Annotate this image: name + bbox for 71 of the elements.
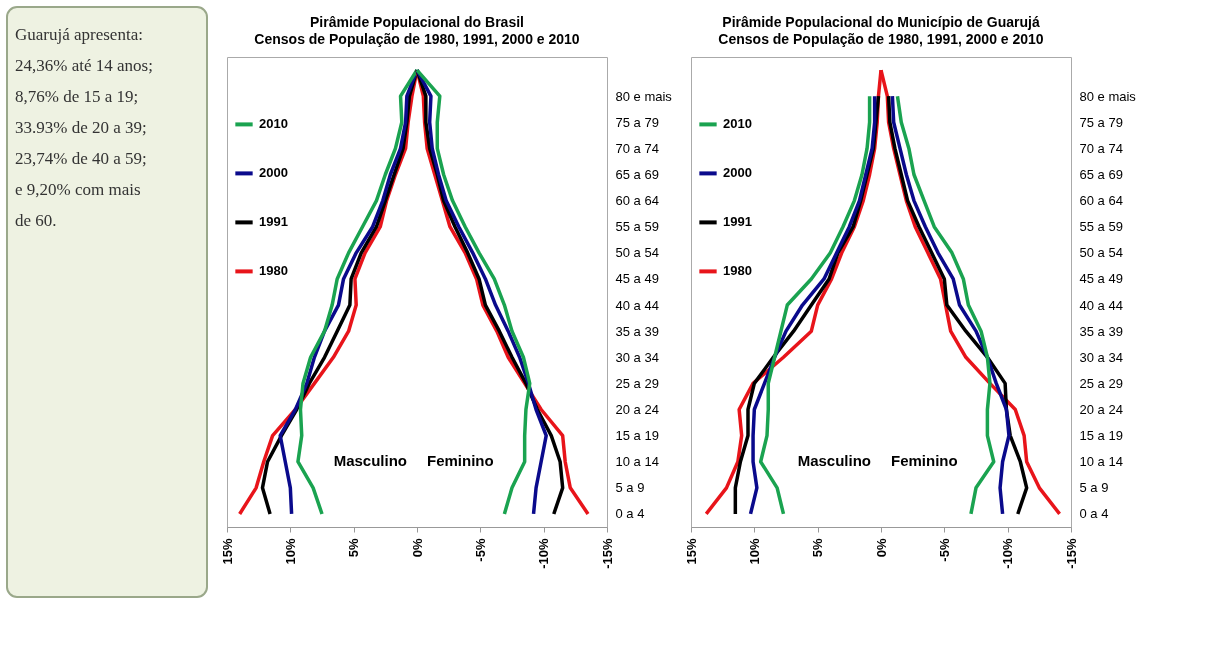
x-tick-label: 15%: [219, 538, 235, 565]
chart-title: Pirâmide Populacional do Brasil: [310, 14, 524, 30]
y-tick-label: 80 e mais: [1079, 88, 1137, 104]
x-tick-label: 5%: [346, 538, 362, 558]
y-tick-label: 10 a 14: [615, 454, 659, 470]
y-tick-label: 70 a 74: [615, 140, 659, 156]
y-tick-label: 75 a 79: [1079, 114, 1123, 130]
text: e 9,20% com mais: [15, 180, 141, 199]
chart-subtitle: Censos de População de 1980, 1991, 2000 e 2010: [254, 31, 580, 47]
text: 33.93% de 20 a 39;: [15, 118, 147, 137]
annotation: Masculino: [333, 452, 407, 470]
y-tick-label: 20 a 24: [1079, 402, 1123, 417]
y-tick-label: 0 a 4: [615, 506, 645, 522]
y-tick-label: 0 a 4: [1079, 506, 1109, 522]
legend-label: 1980: [723, 263, 752, 279]
chart-title: Pirâmide Populacional do Município de Guarujá: [722, 14, 1040, 30]
chart-subtitle: Censos de População de 1980, 1991, 2000 e 2010: [718, 31, 1044, 47]
y-tick-label: 5 a 9: [615, 480, 645, 496]
legend-label: 2010: [723, 116, 752, 132]
x-tick-label: -10%: [536, 538, 552, 569]
y-tick-label: 25 a 29: [615, 375, 659, 391]
text: Guarujá apresenta:: [15, 25, 143, 44]
x-tick-label: -5%: [472, 538, 488, 562]
y-tick-label: 50 a 54: [615, 245, 659, 261]
y-tick-label: 30 a 34: [615, 349, 659, 365]
annotation: Feminino: [427, 452, 494, 470]
legend-label: 1991: [259, 214, 288, 230]
y-tick-label: 40 a 44: [615, 297, 659, 313]
x-tick-label: -15%: [1063, 538, 1079, 569]
text: 23,74% de 40 a 59;: [15, 149, 147, 168]
y-tick-label: 70 a 74: [1079, 140, 1123, 156]
y-tick-label: 15 a 19: [615, 428, 659, 444]
text: de 60.: [15, 211, 57, 230]
annotation: Feminino: [891, 452, 958, 470]
legend-label: 2010: [259, 116, 288, 132]
annotation: Masculino: [797, 452, 871, 470]
legend-label: 1991: [723, 214, 752, 230]
y-tick-label: 30 a 34: [1079, 349, 1123, 365]
y-tick-label: 50 a 54: [1079, 245, 1123, 261]
x-tick-label: -15%: [599, 538, 615, 569]
x-tick-label: 0%: [409, 538, 425, 558]
y-tick-label: 45 a 49: [1079, 271, 1123, 287]
y-tick-label: 35 a 39: [1079, 323, 1123, 339]
x-tick-label: -5%: [936, 538, 952, 562]
y-tick-label: 20 a 24: [615, 402, 659, 417]
y-tick-label: 45 a 49: [615, 271, 659, 287]
y-tick-label: 35 a 39: [615, 323, 659, 339]
y-tick-label: 75 a 79: [615, 114, 659, 130]
y-tick-label: 65 a 69: [1079, 167, 1123, 182]
y-tick-label: 10 a 14: [1079, 454, 1123, 470]
legend-label: 2000: [259, 165, 288, 181]
y-tick-label: 25 a 29: [1079, 375, 1123, 391]
text: 8,76% de 15 a 19;: [15, 87, 139, 106]
x-tick-label: 5%: [810, 538, 826, 558]
legend-label: 1980: [259, 263, 288, 279]
x-tick-label: 10%: [746, 538, 762, 565]
y-tick-label: 40 a 44: [1079, 297, 1123, 313]
y-tick-label: 65 a 69: [615, 167, 659, 182]
y-tick-label: 55 a 59: [615, 219, 659, 235]
x-tick-label: 15%: [683, 538, 699, 565]
text: 24,36% até 14 anos;: [15, 56, 153, 75]
y-tick-label: 15 a 19: [1079, 428, 1123, 444]
y-tick-label: 5 a 9: [1079, 480, 1109, 496]
legend-label: 2000: [723, 165, 752, 181]
y-tick-label: 55 a 59: [1079, 219, 1123, 235]
y-tick-label: 80 e mais: [615, 88, 673, 104]
x-tick-label: 0%: [873, 538, 889, 558]
y-tick-label: 60 a 64: [615, 193, 659, 209]
x-tick-label: 10%: [282, 538, 298, 565]
x-tick-label: -10%: [1000, 538, 1016, 569]
y-tick-label: 60 a 64: [1079, 193, 1123, 209]
